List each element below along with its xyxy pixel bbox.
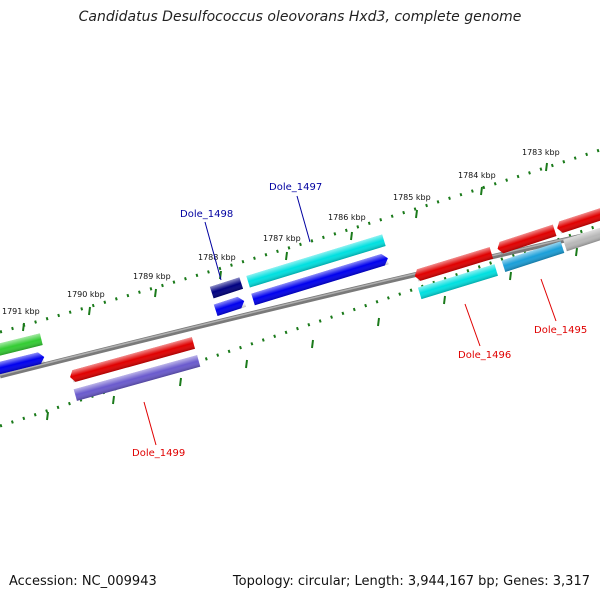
feature-dole-1497-cds: [251, 252, 389, 306]
feature-dole-1499-gene: [73, 355, 201, 401]
feature-right-edge-cds: [557, 206, 600, 234]
gene-label-dole-1496: Dole_1496: [458, 350, 511, 361]
feature-dole-1495-cds: [497, 224, 557, 254]
feature-dole-1495-gene: [501, 241, 565, 272]
major-ticks: [22, 162, 548, 332]
feature-dole-1496-cds: [414, 247, 494, 282]
tick-label: 1784 kbp: [458, 171, 496, 180]
tick-label: 1791 kbp: [2, 307, 40, 316]
feature-right-edge-grey: [563, 225, 600, 252]
tick-label: 1789 kbp: [133, 272, 171, 281]
tick-label: 1786 kbp: [328, 213, 366, 222]
genome-summary-text: Topology: circular; Length: 3,944,167 bp…: [232, 574, 590, 589]
gene-label-dole-1495: Dole_1495: [534, 325, 587, 336]
outer-tick-track: [0, 148, 600, 334]
accession-text: Accession: NC_009943: [9, 574, 157, 589]
feature-dole-1497-gene: [246, 234, 386, 288]
genome-backbone: [0, 229, 600, 379]
feature-dole-1499-cds: [70, 337, 196, 383]
feature-dole-1498-cds: [213, 295, 247, 317]
tick-label: 1790 kbp: [67, 290, 105, 299]
gene-label-dole-1497: Dole_1497: [269, 182, 322, 193]
inner-major-ticks: [46, 247, 578, 421]
feature-left-edge-blue: [0, 351, 45, 376]
tick-label: 1783 kbp: [522, 148, 560, 157]
tick-label: 1785 kbp: [393, 193, 431, 202]
tick-label: 1788 kbp: [198, 253, 236, 262]
label-connectors: [143, 195, 557, 446]
tick-labels: 1791 kbp 1790 kbp 1789 kbp 1788 kbp 1787…: [2, 148, 560, 316]
feature-dole-1496-gene: [417, 264, 498, 300]
gene-label-dole-1499: Dole_1499: [132, 448, 185, 459]
map-title: Candidatus Desulfococcus oleovorans Hxd3…: [78, 9, 522, 25]
gene-label-dole-1498: Dole_1498: [180, 209, 233, 220]
tick-label: 1787 kbp: [263, 234, 301, 243]
feature-left-edge-green: [0, 333, 43, 357]
feature-dole-1498-gene: [209, 277, 244, 299]
